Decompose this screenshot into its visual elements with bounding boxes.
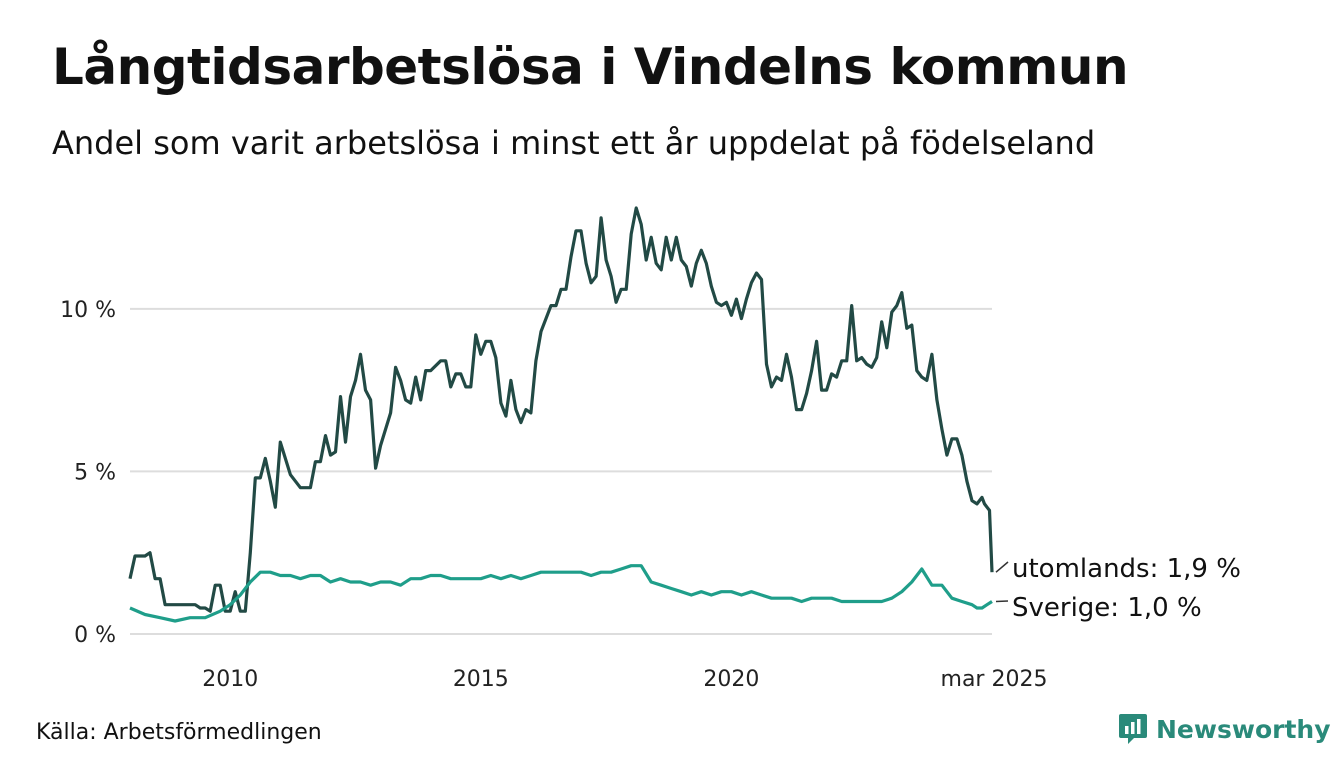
end-label-leader <box>995 561 1009 573</box>
x-tick-label: mar 2025 <box>941 667 1048 692</box>
y-axis-ticks: 0 % 5 % 10 % <box>60 298 116 648</box>
y-tick-label: 0 % <box>74 623 116 648</box>
brand-name: Newsworthy <box>1156 714 1331 744</box>
brand-logo: Newsworthy <box>1118 712 1331 746</box>
page-subtitle: Andel som varit arbetslösa i minst ett å… <box>52 124 1096 162</box>
end-label-sverige: Sverige: 1,0 % <box>1012 593 1202 623</box>
x-tick-label: 2020 <box>703 667 759 692</box>
end-label-utomlands: utomlands: 1,9 % <box>1012 554 1241 584</box>
series-line-sverige <box>129 564 993 623</box>
y-tick-label: 5 % <box>74 460 116 485</box>
series-lines <box>128 206 994 623</box>
end-labels: utomlands: 1,9 % Sverige: 1,0 % <box>995 554 1241 623</box>
x-tick-label: 2010 <box>202 667 258 692</box>
x-tick-label: 2015 <box>453 667 509 692</box>
grid-lines <box>130 307 992 635</box>
y-tick-label: 10 % <box>60 298 116 323</box>
x-axis-ticks: 2010 2015 2020 mar 2025 <box>202 667 1047 692</box>
newsworthy-logo-icon <box>1119 714 1147 744</box>
series-line-utomlands <box>128 206 994 613</box>
page-title: Långtidsarbetslösa i Vindelns kommun <box>52 38 1129 96</box>
source-note: Källa: Arbetsförmedlingen <box>36 720 322 745</box>
